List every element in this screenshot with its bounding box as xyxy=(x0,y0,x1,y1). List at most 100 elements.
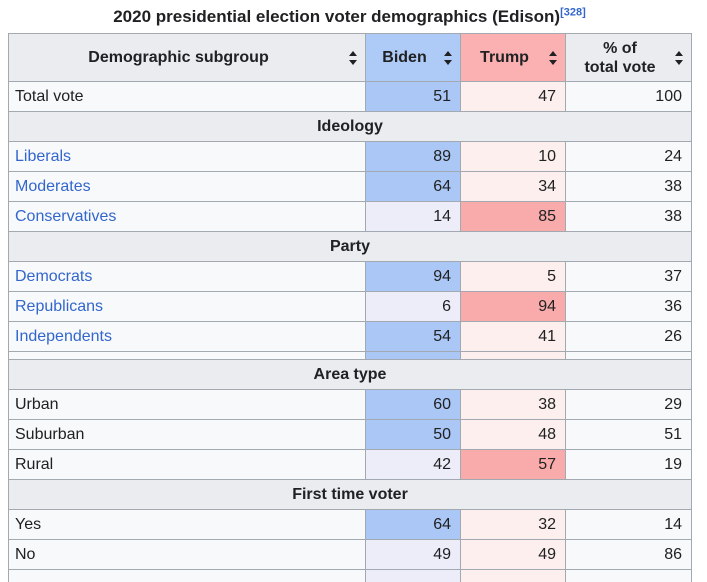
trump-value-cell: 38 xyxy=(460,389,566,420)
biden-value-cell: 49 xyxy=(365,539,461,570)
sort-icon xyxy=(549,50,558,65)
sort-icon xyxy=(349,50,358,65)
total-vote-pct-cell: 26 xyxy=(565,321,692,352)
table-header: Demographic subgroup Biden Trump % of total… xyxy=(8,33,692,82)
table-row-independents: Independents 54 41 26 xyxy=(8,321,692,352)
row-label-cell: Democrats xyxy=(8,261,366,292)
trump-value-cell: 49 xyxy=(460,539,566,570)
sort-icon xyxy=(444,50,453,65)
table-row-republicans: Republicans 6 94 36 xyxy=(8,291,692,322)
total-vote-pct-cell: 38 xyxy=(565,201,692,232)
trump-value-cell: 48 xyxy=(460,419,566,450)
total-vote-pct-cell: 100 xyxy=(565,81,692,112)
row-label-cell: Liberals xyxy=(8,141,366,172)
clipped-cell xyxy=(460,569,566,582)
section-row: Party xyxy=(8,231,692,262)
column-label: Demographic subgroup xyxy=(88,49,269,66)
clipped-partial-row xyxy=(8,351,692,360)
section-header-area-type: Area type xyxy=(8,359,692,390)
biden-value-cell: 42 xyxy=(365,449,461,480)
demographics-table: Demographic subgroup Biden Trump % of total… xyxy=(8,33,692,582)
sort-icon xyxy=(675,50,684,65)
biden-value-cell: 60 xyxy=(365,389,461,420)
row-label-cell: Moderates xyxy=(8,171,366,202)
total-vote-pct-cell: 86 xyxy=(565,539,692,570)
total-vote-pct-cell: 37 xyxy=(565,261,692,292)
clipped-cell xyxy=(365,569,461,582)
clipped-cell xyxy=(565,351,692,360)
row-label-cell: Independents xyxy=(8,321,366,352)
row-label-no: No xyxy=(8,539,366,570)
clipped-partial-row xyxy=(8,569,692,582)
table-row-conservatives: Conservatives 14 85 38 xyxy=(8,201,692,232)
biden-value-cell: 50 xyxy=(365,419,461,450)
column-header-trump[interactable]: Trump xyxy=(460,33,566,82)
table-row-liberals: Liberals 89 10 24 xyxy=(8,141,692,172)
trump-value-cell: 85 xyxy=(460,201,566,232)
row-link-liberals[interactable]: Liberals xyxy=(15,147,72,165)
biden-value-cell: 64 xyxy=(365,509,461,540)
clipped-cell xyxy=(8,351,366,360)
column-label: Trump xyxy=(480,49,529,66)
biden-value-cell: 89 xyxy=(365,141,461,172)
table-row-yes: Yes 64 32 14 xyxy=(8,509,692,540)
total-vote-pct-cell: 36 xyxy=(565,291,692,322)
table-row-total-vote: Total vote 51 47 100 xyxy=(8,81,692,112)
biden-value-cell: 94 xyxy=(365,261,461,292)
trump-value-cell: 10 xyxy=(460,141,566,172)
table-row-suburban: Suburban 50 48 51 xyxy=(8,419,692,450)
total-vote-pct-cell: 24 xyxy=(565,141,692,172)
table-row-democrats: Democrats 94 5 37 xyxy=(8,261,692,292)
row-label-rural: Rural xyxy=(8,449,366,480)
trump-value-cell: 32 xyxy=(460,509,566,540)
row-link-moderates[interactable]: Moderates xyxy=(15,177,91,195)
clipped-cell xyxy=(8,569,366,582)
row-link-conservatives[interactable]: Conservatives xyxy=(15,207,117,225)
table-body: Total vote 51 47 100 Ideology Liberals 89 10 24 M… xyxy=(8,81,692,582)
column-header-demographic-subgroup[interactable]: Demographic subgroup xyxy=(8,33,366,82)
biden-value-cell: 64 xyxy=(365,171,461,202)
biden-value-cell: 51 xyxy=(365,81,461,112)
total-vote-pct-cell: 14 xyxy=(565,509,692,540)
column-label: % of total vote xyxy=(584,39,656,76)
total-vote-pct-cell: 29 xyxy=(565,389,692,420)
row-link-republicans[interactable]: Republicans xyxy=(15,297,104,315)
trump-value-cell: 94 xyxy=(460,291,566,322)
trump-value-cell: 34 xyxy=(460,171,566,202)
total-vote-pct-cell: 19 xyxy=(565,449,692,480)
trump-value-cell: 47 xyxy=(460,81,566,112)
row-label-suburban: Suburban xyxy=(8,419,366,450)
title-text: 2020 presidential election voter demogra… xyxy=(113,7,561,26)
table-row-no: No 49 49 86 xyxy=(8,539,692,570)
section-header-ideology: Ideology xyxy=(8,111,692,142)
biden-value-cell: 54 xyxy=(365,321,461,352)
row-label-yes: Yes xyxy=(8,509,366,540)
section-row: Area type xyxy=(8,359,692,390)
row-label-total-vote: Total vote xyxy=(8,81,366,112)
header-row: Demographic subgroup Biden Trump % of total… xyxy=(8,33,692,82)
clipped-cell xyxy=(460,351,566,360)
clipped-cell xyxy=(365,351,461,360)
trump-value-cell: 57 xyxy=(460,449,566,480)
table-row-moderates: Moderates 64 34 38 xyxy=(8,171,692,202)
trump-value-cell: 41 xyxy=(460,321,566,352)
total-vote-pct-cell: 51 xyxy=(565,419,692,450)
total-vote-pct-cell: 38 xyxy=(565,171,692,202)
column-label: Biden xyxy=(382,49,427,66)
reference-link[interactable]: [328] xyxy=(560,6,586,19)
trump-value-cell: 5 xyxy=(460,261,566,292)
biden-value-cell: 14 xyxy=(365,201,461,232)
column-header-biden[interactable]: Biden xyxy=(365,33,461,82)
row-link-democrats[interactable]: Democrats xyxy=(15,267,93,285)
biden-value-cell: 6 xyxy=(365,291,461,322)
section-row: Ideology xyxy=(8,111,692,142)
row-label-urban: Urban xyxy=(8,389,366,420)
row-link-independents[interactable]: Independents xyxy=(15,327,112,345)
row-label-cell: Republicans xyxy=(8,291,366,322)
column-header-pct[interactable]: % of total vote xyxy=(565,33,692,82)
clipped-cell xyxy=(565,569,692,582)
row-label-cell: Conservatives xyxy=(8,201,366,232)
table-row-rural: Rural 42 57 19 xyxy=(8,449,692,480)
section-header-party: Party xyxy=(8,231,692,262)
